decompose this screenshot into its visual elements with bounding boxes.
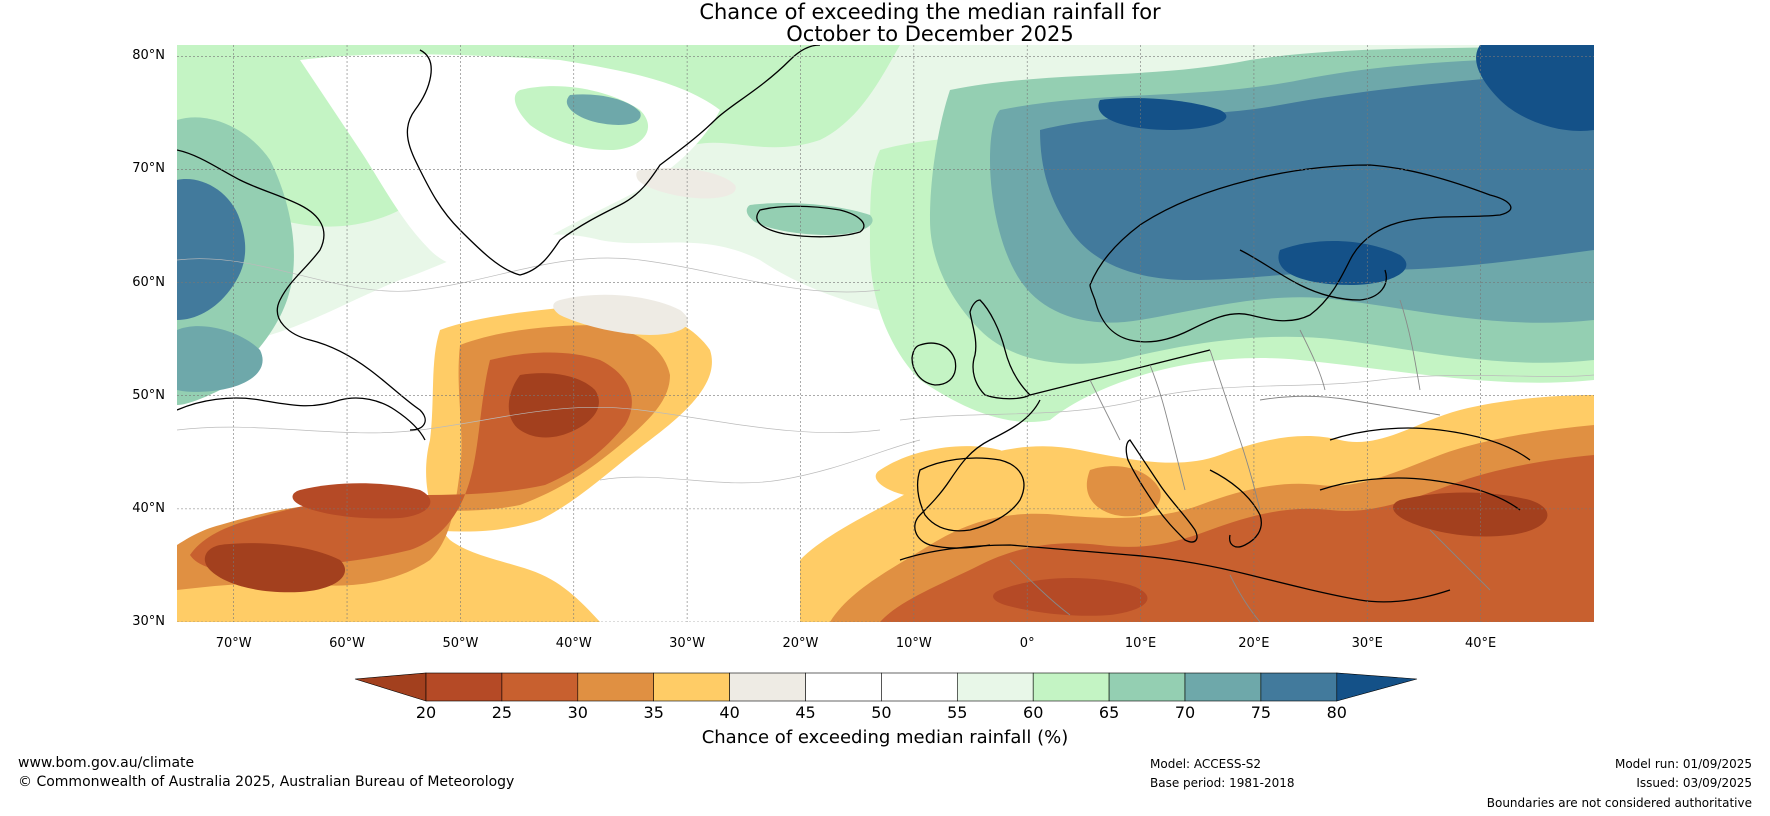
coastline-iberia	[916, 457, 1025, 532]
colorbar-tick-label: 80	[1327, 703, 1347, 722]
longitude-label: 10°W	[895, 636, 932, 651]
coastline-north-africa	[899, 544, 1451, 603]
field-navy-arctic	[1098, 98, 1227, 130]
coastline-italy	[1125, 439, 1198, 543]
colorbar-arrow-low	[354, 672, 427, 702]
field-grey-mid	[636, 168, 736, 199]
footer-disclaimer: Boundaries are not considered authoritat…	[1486, 796, 1752, 810]
colorbar-segment	[1108, 672, 1186, 702]
colorbar-tick-label: 65	[1099, 703, 1119, 722]
coastline-scandinavia	[1089, 164, 1512, 343]
colorbar-tick-label: 25	[492, 703, 512, 722]
colorbar-tick-label: 75	[1251, 703, 1271, 722]
footer-model: Model: ACCESS-S2	[1150, 757, 1262, 771]
colorbar-segment	[501, 672, 579, 702]
map-field	[177, 45, 1594, 622]
longitude-label: 40°E	[1464, 636, 1497, 651]
colorbar-segment	[956, 672, 1034, 702]
colorbar-segment	[729, 672, 806, 702]
field-iceland	[746, 203, 873, 235]
colorbar-segment	[1260, 672, 1338, 702]
longitude-label: 20°E	[1238, 636, 1270, 651]
field-darkbrown-atlantic	[508, 373, 599, 438]
colorbar-segment	[653, 672, 730, 702]
colorbar-tick-label: 35	[644, 703, 664, 722]
coastline-baffin	[177, 149, 426, 431]
colorbar-segment	[881, 672, 958, 702]
field-navy-north	[1476, 45, 1594, 131]
colorbar-tick-label: 70	[1175, 703, 1195, 722]
footer-base-period: Base period: 1981-2018	[1150, 776, 1295, 790]
colorbar-segment	[1184, 672, 1262, 702]
latitude-label: 70°N	[132, 161, 165, 177]
coastline-w-europe	[914, 349, 1211, 549]
colorbar-arrow-high	[1336, 672, 1418, 702]
longitude-label: 30°W	[669, 636, 706, 651]
colorbar-tick-label: 40	[719, 703, 739, 722]
field-yellow-iberia	[875, 446, 1011, 498]
colorbar-tick-label: 55	[947, 703, 967, 722]
colorbar-title: Chance of exceeding median rainfall (%)	[701, 727, 1069, 748]
field-darkbrown-sw	[204, 543, 346, 593]
colorbar-segment	[577, 672, 654, 702]
latitude-label: 30°N	[132, 614, 165, 629]
field-navy-scandi	[1278, 240, 1407, 285]
footer-copyright: © Commonwealth of Australia 2025, Austra…	[18, 774, 515, 790]
colorbar-segment	[805, 672, 882, 702]
longitude-label: 20°W	[782, 636, 819, 651]
colorbar-tick-label: 30	[568, 703, 588, 722]
longitude-label: 30°E	[1351, 636, 1383, 651]
latitude-label: 60°N	[132, 274, 165, 290]
contour-lines	[177, 257, 1594, 484]
field-darkbrown-south	[993, 578, 1148, 616]
footer-model-run: Model run: 01/09/2025	[1614, 757, 1752, 771]
field-orange-italy	[1086, 466, 1161, 517]
colorbar-tick-label: 50	[871, 703, 891, 722]
coastline-greenland	[406, 45, 821, 276]
longitude-label: 70°W	[215, 636, 252, 651]
field-blue-west-2	[177, 326, 263, 392]
field-darkbrown-w	[292, 483, 431, 519]
colorbar-segment	[1032, 672, 1110, 702]
latitude-label: 40°N	[132, 500, 165, 516]
map-gridlines	[177, 45, 1594, 622]
latitude-label: 50°N	[132, 387, 165, 403]
coastline-iceland	[756, 205, 865, 238]
longitude-label: 10°E	[1124, 636, 1157, 651]
footer-url: www.bom.gov.au/climate	[18, 755, 195, 771]
field-blue-west	[177, 179, 246, 320]
coastline-ireland	[911, 342, 957, 386]
colorbar-segment	[425, 672, 503, 702]
field-grey-atlantic	[553, 294, 689, 335]
colorbar-tick-label: 45	[795, 703, 815, 722]
footer-issued: Issued: 03/09/2025	[1636, 776, 1752, 790]
country-borders	[1009, 299, 1491, 622]
coastline-great-britain	[969, 299, 1032, 400]
field-greenland-teal	[566, 94, 641, 125]
coastline-balkans	[1209, 469, 1262, 548]
coastline-baltic	[1239, 249, 1387, 301]
longitude-label: 40°W	[555, 636, 592, 651]
colorbar-tick-label: 20	[416, 703, 436, 722]
longitude-label: 50°W	[442, 636, 479, 651]
longitude-label: 0°	[1019, 636, 1035, 651]
field-darkbrown-east	[1393, 492, 1548, 537]
coastline-turkey	[1319, 427, 1531, 511]
chart-title-line-1: Chance of exceeding the median rainfall …	[699, 0, 1161, 24]
coastlines	[177, 45, 1531, 603]
coastline-labrador	[177, 397, 426, 441]
colorbar-tick-label: 60	[1023, 703, 1043, 722]
latitude-label: 80°N	[132, 48, 165, 64]
chart-title-line-2: October to December 2025	[786, 22, 1074, 46]
longitude-label: 60°W	[329, 636, 365, 651]
